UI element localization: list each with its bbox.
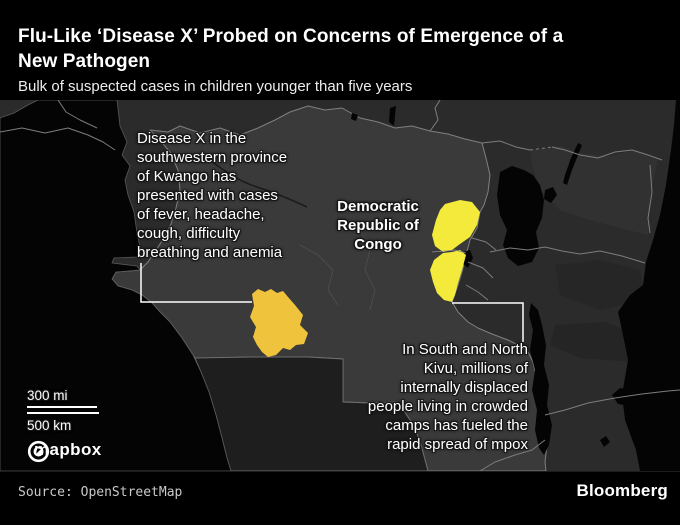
border-kenya	[647, 164, 653, 234]
source-credit: Source: OpenStreetMap	[18, 485, 183, 500]
border-zambia	[479, 439, 546, 471]
scale-miles-label: 300 mi	[27, 388, 68, 403]
bloomberg-logo: Bloomberg	[576, 481, 668, 500]
leader-line-kivu	[452, 302, 524, 342]
page-title: Flu-Like ‘Disease X’ Probed on Concerns …	[18, 24, 666, 74]
small-lake-north-2	[351, 113, 358, 121]
lake-mweru	[600, 436, 610, 447]
page-subtitle: Bulk of suspected cases in children youn…	[18, 78, 413, 95]
annotation-line: of Kwango has	[137, 168, 237, 185]
annotation-line: southwestern province	[137, 149, 288, 166]
province-line-1	[299, 244, 339, 306]
lake-tanganyika	[529, 303, 552, 455]
border-dashed	[529, 146, 553, 151]
lake-victoria	[497, 166, 544, 266]
annotation-line: people living in crowded	[367, 398, 528, 415]
north-kivu-highlight	[432, 200, 480, 252]
province-line-2	[359, 229, 376, 311]
leader-line-kwango	[140, 263, 252, 303]
border-south-sudan	[429, 100, 441, 132]
scale-km-bar	[27, 412, 99, 414]
mapbox-arrow	[36, 448, 41, 454]
annotation-line: of fever, headache,	[137, 206, 265, 223]
lake-albert	[563, 143, 582, 185]
annotation-kwango: Disease X in the southwestern province o…	[137, 129, 287, 262]
map-svg	[0, 100, 680, 471]
annotation-line: Kivu, millions of	[423, 360, 528, 377]
border-gabon-congo	[0, 127, 116, 151]
country-label-line: Congo	[354, 236, 402, 253]
country-label-drc: Democratic Republic of Congo	[307, 197, 449, 254]
border-car	[481, 140, 531, 151]
mapbox-ring	[27, 440, 50, 463]
right-edge-water	[618, 100, 680, 471]
mapbox-logo-text: mapbox	[34, 440, 102, 459]
scale-bar: 300 mi 500 km	[27, 388, 99, 433]
country-label-line: Democratic	[337, 198, 419, 215]
title-line-1: Flu-Like ‘Disease X’ Probed on Concerns …	[18, 26, 564, 47]
country-label-line: Republic of	[337, 217, 419, 234]
province-borders	[299, 229, 376, 311]
border-cameroon	[57, 100, 98, 129]
lake-edward	[544, 187, 557, 203]
map-container: Disease X in the southwestern province o…	[0, 100, 680, 472]
country-borders	[0, 100, 680, 471]
annotation-line: presented with cases	[137, 187, 278, 204]
tanzania-patch	[555, 260, 645, 310]
border-burundi	[467, 261, 494, 279]
border-tanzania-south	[544, 389, 680, 416]
border-burundi-south	[465, 284, 489, 301]
annotation-line: internally displaced	[400, 379, 528, 396]
scale-km-label: 500 km	[27, 418, 72, 433]
mapbox-logo-icon	[27, 440, 50, 463]
kivu-separator-border	[431, 249, 467, 254]
annotation-kivu: In South and North Kivu, millions of int…	[368, 340, 528, 454]
border-uganda-kenya	[551, 146, 663, 161]
annotation-line: rapid spread of mpox	[387, 436, 528, 453]
atlantic-ocean	[0, 100, 232, 471]
annotation-line: Disease X in the	[137, 130, 247, 147]
kwango-highlight	[250, 289, 308, 357]
border-tanzania-north	[489, 246, 646, 264]
tanzania-patch-2	[550, 322, 640, 362]
scale-miles-bar	[27, 406, 97, 408]
mapbox-attribution: mapbox	[27, 440, 102, 463]
uganda-region	[530, 146, 658, 235]
congo-river	[209, 159, 308, 208]
title-line-2: New Pathogen	[18, 51, 151, 72]
annotation-line: cough, difficulty	[137, 225, 241, 242]
annotation-line: breathing and anemia	[137, 244, 283, 261]
annotation-line: camps has fueled the	[385, 417, 528, 434]
south-kivu-highlight	[430, 250, 466, 302]
border-rwanda	[471, 237, 497, 251]
small-lake-north	[389, 106, 396, 126]
header: Flu-Like ‘Disease X’ Probed on Concerns …	[18, 24, 666, 96]
annotation-line: In South and North	[402, 341, 528, 358]
